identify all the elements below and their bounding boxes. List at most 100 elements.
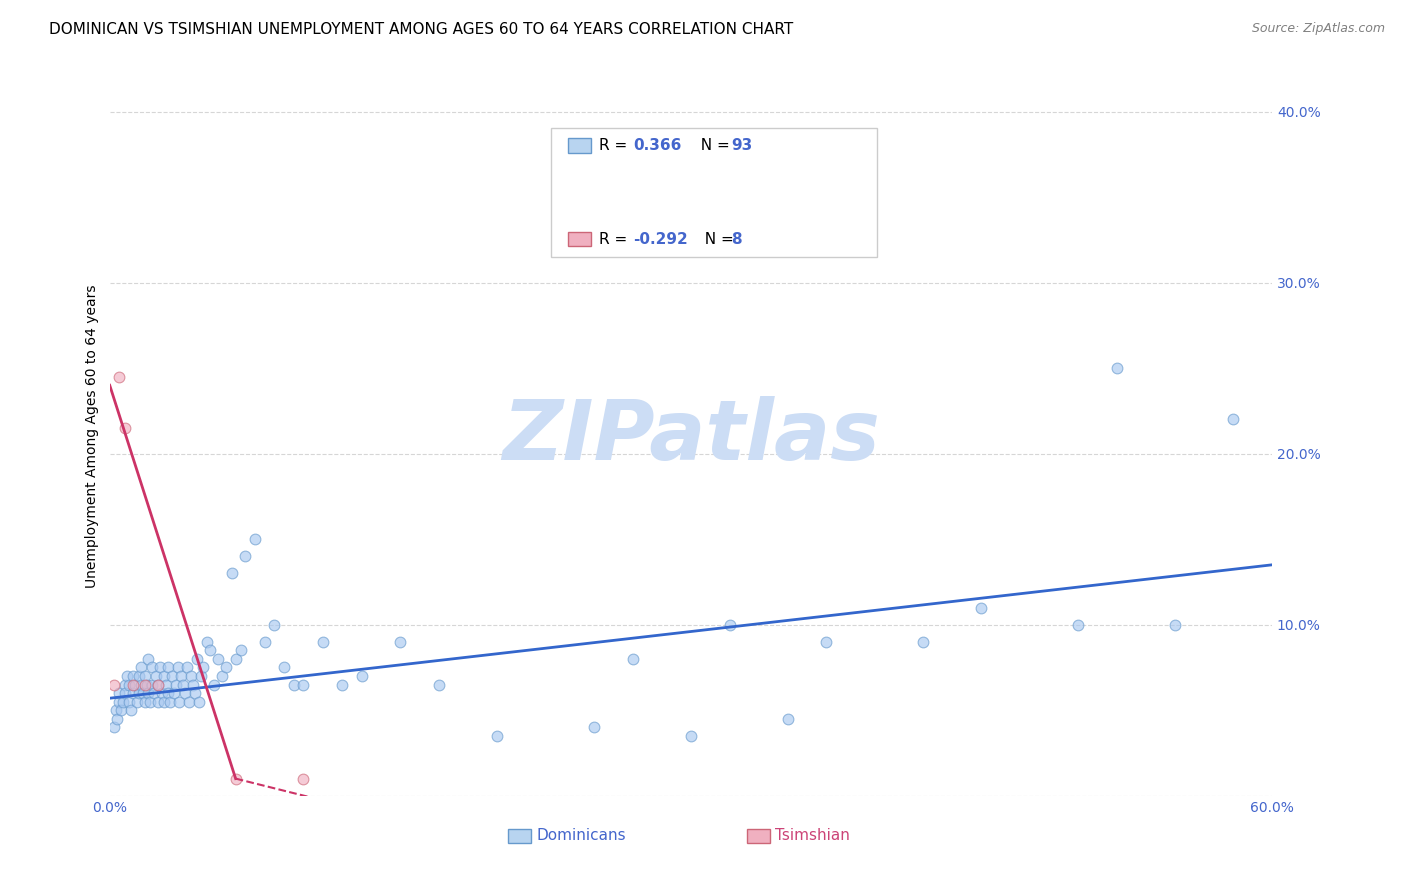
Point [215, 660, 238, 674]
Point [190, 669, 212, 683]
Point [103, 677, 125, 691]
Point [134, 695, 156, 709]
Point [122, 677, 145, 691]
Point [114, 686, 136, 700]
Point [191, 660, 214, 674]
Point [110, 703, 132, 717]
Point [815, 634, 838, 648]
Text: Source: ZipAtlas.com: Source: ZipAtlas.com [1251, 22, 1385, 36]
Point [155, 677, 177, 691]
Text: 8: 8 [731, 232, 742, 247]
Point [114, 677, 136, 691]
Point [350, 669, 373, 683]
Point [202, 677, 225, 691]
Point [169, 695, 191, 709]
Point [149, 660, 172, 674]
Point [131, 686, 153, 700]
Point [125, 695, 148, 709]
Point [174, 686, 197, 700]
Point [233, 549, 256, 564]
Text: -0.292: -0.292 [633, 232, 688, 247]
Point [486, 729, 509, 743]
Point [207, 652, 229, 666]
Point [165, 677, 187, 691]
Text: N =: N = [695, 232, 738, 247]
Point [231, 643, 253, 657]
Point [143, 686, 166, 700]
Point [146, 695, 169, 709]
Point [176, 660, 198, 674]
Point [1067, 617, 1090, 632]
Point [150, 686, 173, 700]
Point [135, 677, 157, 691]
Point [160, 669, 183, 683]
Point [139, 695, 162, 709]
Point [122, 669, 145, 683]
Point [118, 677, 141, 691]
Point [621, 652, 644, 666]
Point [115, 669, 138, 683]
Point [129, 677, 152, 691]
Point [184, 686, 207, 700]
Point [1222, 412, 1244, 426]
Point [120, 703, 142, 717]
Point [312, 634, 335, 648]
Point [243, 532, 266, 546]
Point [103, 720, 125, 734]
Point [292, 772, 315, 786]
Point [128, 686, 150, 700]
Point [166, 660, 188, 674]
Text: 0.366: 0.366 [633, 138, 682, 153]
Point [225, 772, 247, 786]
Point [146, 677, 169, 691]
Point [170, 669, 193, 683]
Point [200, 643, 222, 657]
Point [104, 703, 127, 717]
Point [776, 712, 799, 726]
Point [134, 677, 156, 691]
Point [153, 695, 176, 709]
Point [145, 669, 167, 683]
Point [134, 669, 156, 683]
Point [156, 686, 179, 700]
Point [162, 686, 184, 700]
Point [187, 695, 209, 709]
Point [195, 634, 218, 648]
Point [180, 669, 202, 683]
Point [138, 652, 160, 666]
Point [273, 660, 295, 674]
Point [124, 677, 146, 691]
Point [221, 566, 243, 581]
Point [1105, 361, 1128, 376]
Point [108, 369, 131, 384]
Point [156, 660, 179, 674]
Point [283, 677, 305, 691]
Text: 93: 93 [731, 138, 752, 153]
Point [679, 729, 702, 743]
Point [114, 421, 136, 435]
Text: Dominicans: Dominicans [536, 829, 626, 843]
Point [970, 600, 993, 615]
Text: R =: R = [599, 232, 633, 247]
Point [186, 652, 208, 666]
Point [138, 686, 160, 700]
Point [118, 695, 141, 709]
Text: R =: R = [599, 138, 633, 153]
Point [211, 669, 233, 683]
Point [912, 634, 935, 648]
Y-axis label: Unemployment Among Ages 60 to 64 years: Unemployment Among Ages 60 to 64 years [86, 285, 100, 589]
Text: Tsimshian: Tsimshian [775, 829, 851, 843]
Point [159, 695, 181, 709]
Point [330, 677, 353, 691]
Point [582, 720, 605, 734]
Point [153, 669, 176, 683]
Text: N =: N = [690, 138, 734, 153]
Point [108, 695, 131, 709]
Point [146, 677, 169, 691]
Point [122, 686, 145, 700]
Point [108, 686, 131, 700]
Point [107, 712, 129, 726]
Point [1164, 617, 1187, 632]
Point [718, 617, 741, 632]
Point [128, 669, 150, 683]
